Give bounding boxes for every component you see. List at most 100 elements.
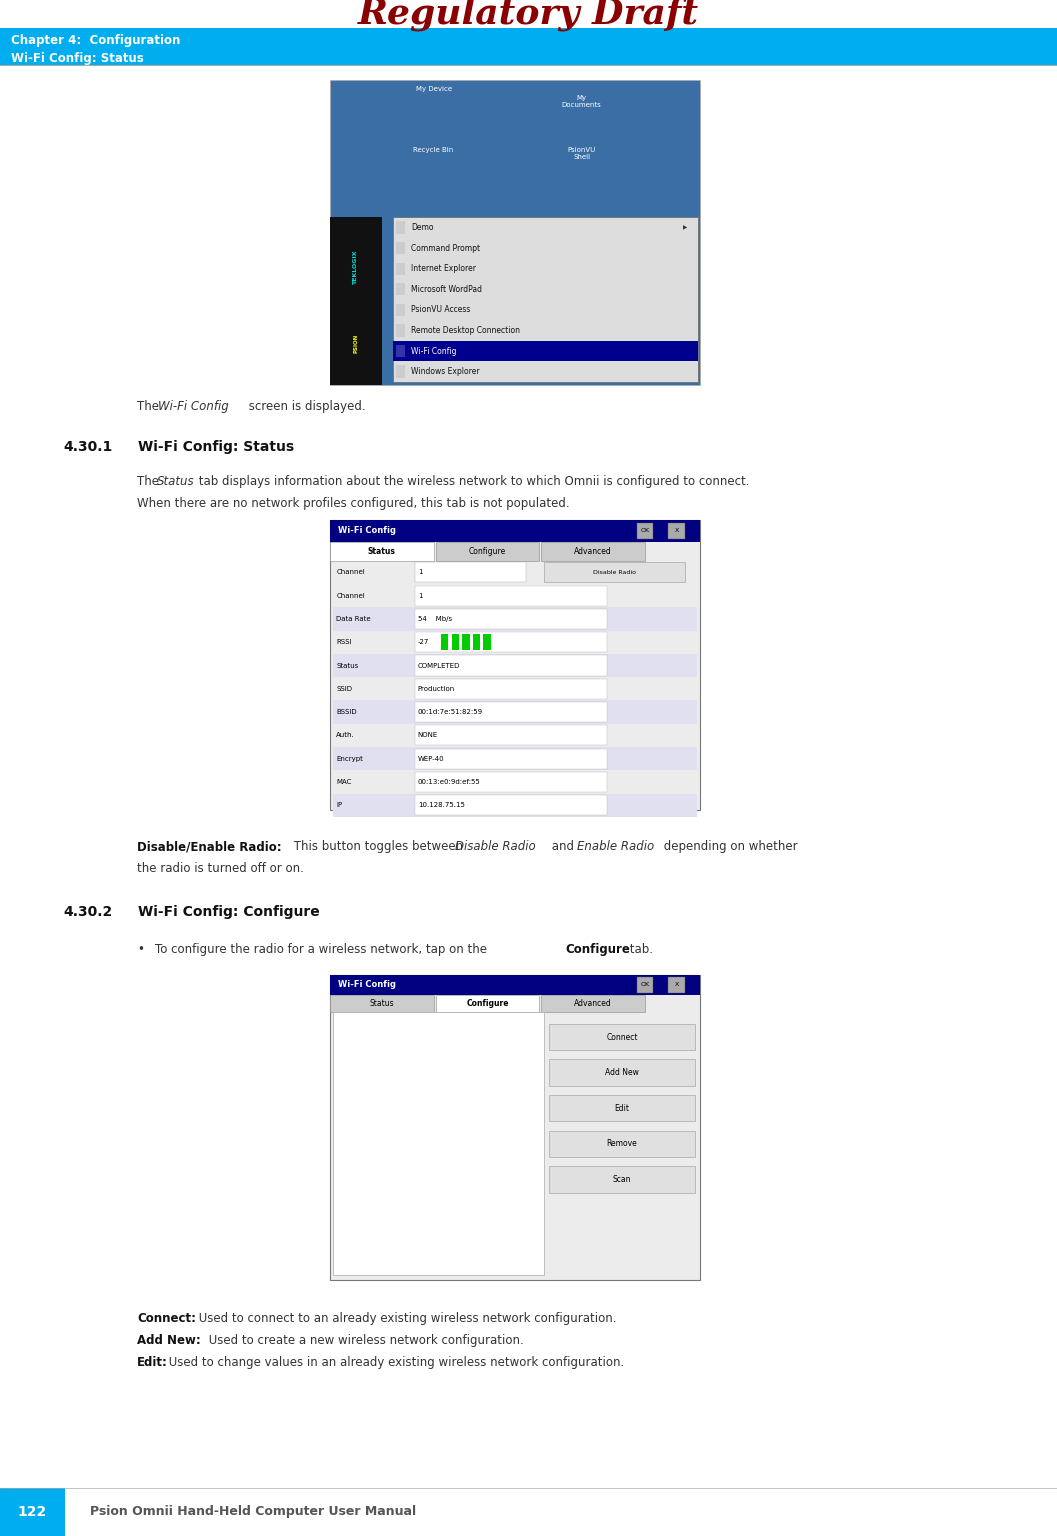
FancyBboxPatch shape [435,995,539,1012]
Text: 10.128.75.15: 10.128.75.15 [418,802,465,808]
Text: Enable Radio: Enable Radio [577,840,654,852]
Text: My Device: My Device [415,86,451,92]
FancyBboxPatch shape [396,263,405,275]
Text: When there are no network profiles configured, this tab is not populated.: When there are no network profiles confi… [137,498,570,510]
Text: Channel: Channel [336,593,365,599]
Text: Remote Desktop Connection: Remote Desktop Connection [411,326,520,335]
Text: IP: IP [336,802,342,808]
Text: X: X [674,983,679,988]
Text: This button toggles between: This button toggles between [290,840,467,852]
Text: Status: Status [157,475,194,488]
FancyBboxPatch shape [396,221,405,233]
Text: Configure: Configure [469,547,506,556]
Text: •: • [137,943,144,955]
Text: Disable Radio: Disable Radio [593,570,636,574]
FancyBboxPatch shape [414,633,607,653]
Text: Disable Radio: Disable Radio [455,840,536,852]
Text: 122: 122 [17,1505,47,1519]
Text: Edit:: Edit: [137,1356,168,1369]
Text: 1: 1 [418,593,422,599]
FancyBboxPatch shape [414,773,607,793]
Text: Status: Status [370,998,394,1008]
Text: Advanced: Advanced [574,547,612,556]
FancyBboxPatch shape [451,634,459,650]
FancyBboxPatch shape [333,700,697,723]
Text: NONE: NONE [418,733,438,739]
FancyBboxPatch shape [435,542,539,561]
FancyBboxPatch shape [414,656,607,676]
FancyBboxPatch shape [550,1025,694,1051]
FancyBboxPatch shape [472,634,480,650]
FancyBboxPatch shape [393,217,698,382]
FancyBboxPatch shape [333,1012,544,1275]
FancyBboxPatch shape [483,634,490,650]
FancyBboxPatch shape [333,654,697,677]
Text: the radio is turned off or on.: the radio is turned off or on. [137,862,303,876]
FancyBboxPatch shape [330,995,433,1012]
Text: Add New:: Add New: [137,1333,201,1347]
FancyBboxPatch shape [550,1095,694,1121]
Text: RSSI: RSSI [336,639,352,645]
Text: Demo: Demo [411,223,433,232]
Text: Windows Explorer: Windows Explorer [411,367,480,376]
FancyBboxPatch shape [330,521,700,542]
FancyBboxPatch shape [396,366,405,378]
Text: Wi-Fi Config: Wi-Fi Config [157,399,228,413]
Text: Data Rate: Data Rate [336,616,371,622]
Text: Auth.: Auth. [336,733,355,739]
Text: Wi-Fi Config: Wi-Fi Config [411,347,457,355]
Text: Psion Omnii Hand-Held Computer User Manual: Psion Omnii Hand-Held Computer User Manu… [90,1505,416,1519]
Text: -27: -27 [418,639,429,645]
FancyBboxPatch shape [636,977,653,992]
Text: 00:13:e0:9d:ef:55: 00:13:e0:9d:ef:55 [418,779,481,785]
FancyBboxPatch shape [330,975,700,995]
Text: Used to connect to an already existing wireless network configuration.: Used to connect to an already existing w… [194,1312,616,1326]
Text: OK: OK [641,528,650,533]
Text: Production: Production [418,687,455,691]
Text: 54    Mb/s: 54 Mb/s [418,616,451,622]
FancyBboxPatch shape [550,1130,694,1157]
Text: Wi-Fi Config: Status: Wi-Fi Config: Status [138,439,294,455]
Text: Add New: Add New [605,1068,639,1077]
FancyBboxPatch shape [462,634,469,650]
Text: SSID: SSID [336,687,352,691]
Text: Used to create a new wireless network configuration.: Used to create a new wireless network co… [205,1333,524,1347]
Text: tab displays information about the wireless network to which Omnii is configured: tab displays information about the wirel… [194,475,749,488]
FancyBboxPatch shape [396,283,405,295]
Text: ▶: ▶ [683,226,687,230]
FancyBboxPatch shape [330,542,433,561]
Text: To configure the radio for a wireless network, tap on the: To configure the radio for a wireless ne… [155,943,490,955]
FancyBboxPatch shape [414,679,607,699]
FancyBboxPatch shape [414,748,607,770]
Text: Configure: Configure [565,943,630,955]
Text: Channel: Channel [336,570,365,576]
FancyBboxPatch shape [541,995,645,1012]
Text: screen is displayed.: screen is displayed. [245,399,366,413]
FancyBboxPatch shape [333,607,697,631]
Text: 1: 1 [418,570,422,576]
FancyBboxPatch shape [414,725,607,745]
FancyBboxPatch shape [550,1166,694,1193]
FancyBboxPatch shape [414,585,607,605]
Text: WEP-40: WEP-40 [418,756,444,762]
Text: Status: Status [368,547,395,556]
FancyBboxPatch shape [636,524,653,539]
Text: Configure: Configure [466,998,508,1008]
Text: Encrypt: Encrypt [336,756,364,762]
FancyBboxPatch shape [668,977,685,992]
Text: My
Documents: My Documents [561,95,601,108]
Text: Wi-Fi Config: Configure: Wi-Fi Config: Configure [138,905,320,919]
Text: MAC: MAC [336,779,352,785]
Text: 00:1d:7e:51:82:59: 00:1d:7e:51:82:59 [418,710,483,716]
Text: Edit: Edit [614,1104,630,1112]
Text: Command Prompt: Command Prompt [411,244,480,252]
FancyBboxPatch shape [414,562,525,582]
FancyBboxPatch shape [541,542,645,561]
Text: PSION: PSION [353,333,358,353]
Text: OK: OK [641,983,650,988]
Text: Wi-Fi Config: Wi-Fi Config [338,980,396,989]
FancyBboxPatch shape [441,634,448,650]
Text: Connect:: Connect: [137,1312,196,1326]
FancyBboxPatch shape [333,794,697,817]
Text: and: and [548,840,578,852]
